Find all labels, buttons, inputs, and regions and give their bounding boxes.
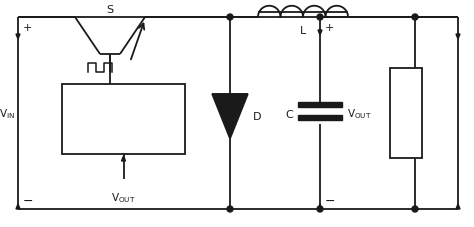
Circle shape: [317, 15, 323, 21]
Bar: [298, 103, 342, 108]
Polygon shape: [16, 204, 20, 209]
Circle shape: [412, 206, 418, 212]
Bar: [390, 69, 422, 158]
Circle shape: [412, 15, 418, 21]
Circle shape: [227, 15, 233, 21]
Text: $\mathregular{V_{OUT}}$: $\mathregular{V_{OUT}}$: [111, 190, 136, 204]
Text: D: D: [253, 112, 262, 122]
Polygon shape: [318, 204, 322, 209]
Polygon shape: [212, 95, 248, 139]
Polygon shape: [121, 156, 126, 161]
Text: $\mathregular{V_{OUT}}$: $\mathregular{V_{OUT}}$: [347, 107, 372, 120]
Text: +: +: [23, 23, 32, 33]
Text: Control Circuit: Control Circuit: [91, 107, 156, 116]
Text: +: +: [325, 23, 334, 33]
Text: PWM: PWM: [112, 123, 135, 132]
Circle shape: [317, 206, 323, 212]
Circle shape: [227, 206, 233, 212]
Polygon shape: [318, 31, 322, 36]
Text: $\mathregular{V_{IN}}$: $\mathregular{V_{IN}}$: [0, 107, 15, 120]
Text: L: L: [300, 26, 306, 36]
Polygon shape: [456, 204, 460, 209]
Text: −: −: [325, 194, 336, 207]
Bar: [62, 85, 185, 154]
Text: LOAD: LOAD: [410, 102, 419, 125]
Text: −: −: [23, 194, 34, 207]
Bar: [298, 116, 342, 121]
Polygon shape: [456, 35, 460, 40]
Text: C: C: [285, 110, 293, 120]
Polygon shape: [16, 35, 20, 40]
Text: S: S: [107, 5, 114, 15]
